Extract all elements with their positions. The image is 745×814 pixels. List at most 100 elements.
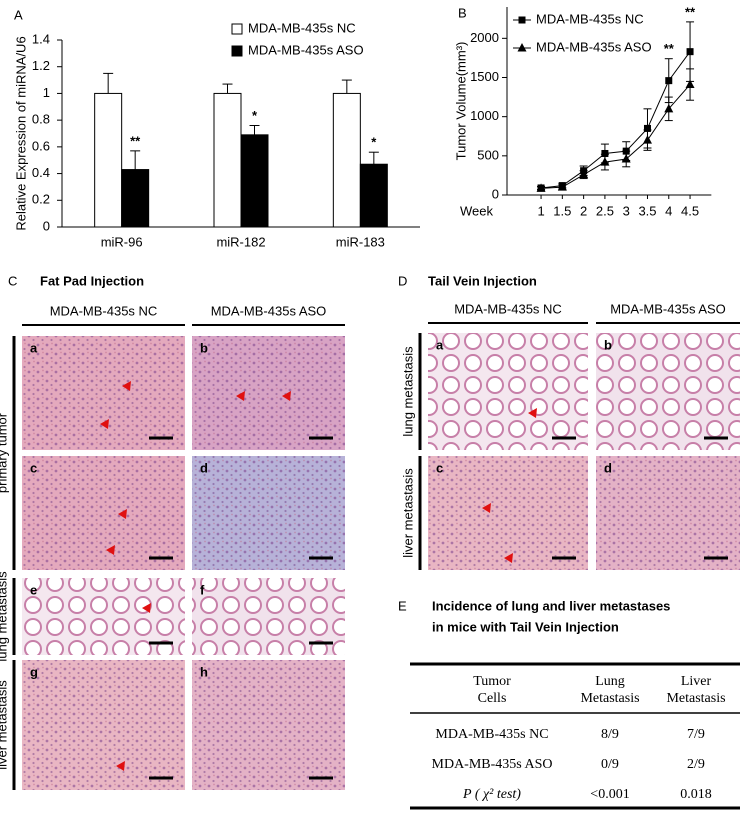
column-header: MDA-MB-435s NC [454, 301, 562, 316]
image-letter: d [200, 460, 208, 475]
x-tick-label: 1.5 [553, 203, 571, 218]
image-letter: b [604, 337, 612, 352]
y-tick-label: 1.2 [32, 58, 50, 73]
table-title: in mice with Tail Vein Injection [432, 619, 619, 634]
marker [686, 48, 694, 56]
arrow-marker [142, 603, 151, 613]
table-header: Cells [478, 691, 507, 706]
table-header: Metastasis [580, 691, 639, 706]
significance: * [252, 108, 258, 123]
histology-texture [192, 660, 345, 790]
legend-label: MDA-MB-435s ASO [536, 39, 652, 54]
image-letter: a [436, 337, 444, 352]
bar [94, 92, 123, 228]
line [541, 84, 691, 189]
marker [665, 77, 673, 85]
marker [579, 169, 589, 179]
arrow-marker [122, 381, 131, 391]
table-title: Incidence of lung and liver metastases [432, 598, 670, 613]
column-header: MDA-MB-435s NC [50, 303, 158, 318]
legend-swatch [231, 45, 243, 57]
marker [643, 124, 651, 132]
y-tick-label: 0.6 [32, 138, 50, 153]
row-group-label: liver metastasis [0, 680, 9, 770]
line [541, 51, 691, 189]
legend-marker [517, 43, 527, 52]
y-tick-label: 2000 [470, 30, 499, 45]
table-cell: 0/9 [601, 757, 619, 772]
marker [664, 103, 674, 113]
legend-label: MDA-MB-435s NC [248, 20, 356, 35]
y-tick-label: 0.2 [32, 192, 50, 207]
histology-texture [596, 456, 740, 570]
histology-texture [596, 333, 740, 450]
image-letter: c [436, 460, 443, 475]
image-letter: b [200, 340, 208, 355]
bar [121, 169, 150, 228]
histology-texture [192, 336, 345, 450]
x-tick-label: 2 [580, 203, 587, 218]
panel-title: Fat Pad Injection [40, 273, 144, 288]
x-tick-label: 2.5 [596, 203, 614, 218]
row-group-label: lung metastasis [0, 571, 9, 662]
table-cell: 8/9 [601, 727, 619, 742]
table-cell: P ( χ² test) [462, 787, 521, 802]
y-tick-label: 0.8 [32, 112, 50, 127]
x-tick-label: 1 [537, 203, 544, 218]
arrow-marker [236, 391, 245, 401]
legend-marker [518, 16, 526, 24]
bar [240, 134, 269, 228]
image-letter: e [30, 582, 37, 597]
marker [642, 135, 652, 144]
histology-texture [22, 660, 185, 790]
table-cell: MDA-MB-435s ASO [432, 757, 553, 772]
x-tick-label: 4.5 [681, 203, 699, 218]
histology-texture [428, 333, 588, 450]
image-letter: h [200, 664, 208, 679]
y-tick-label: 0 [43, 218, 50, 233]
table-cell: MDA-MB-435s NC [435, 727, 548, 742]
panel-title: Tail Vein Injection [428, 273, 537, 288]
y-tick-label: 1.4 [32, 31, 50, 46]
significance: ** [664, 41, 675, 56]
marker [600, 157, 610, 166]
arrow-marker [282, 391, 291, 401]
arrow-marker [482, 503, 491, 513]
marker [685, 79, 695, 89]
image-letter: c [30, 460, 37, 475]
table-cell: 7/9 [687, 727, 705, 742]
table-cell: <0.001 [590, 787, 629, 802]
x-tick-label: miR-96 [101, 234, 143, 249]
significance: * [371, 135, 377, 150]
arrow-marker [106, 545, 115, 555]
arrow-marker [504, 553, 513, 563]
y-axis-label: Relative Expression of miRNA/U6 [13, 36, 28, 230]
legend-label: MDA-MB-435s NC [536, 11, 644, 26]
table-header: Metastasis [666, 691, 725, 706]
bar [332, 92, 361, 228]
y-tick-label: 1500 [470, 69, 499, 84]
x-tick-label: 3 [623, 203, 630, 218]
y-tick-label: 0 [492, 186, 499, 201]
panel-label: C [8, 273, 17, 288]
marker [621, 153, 631, 163]
arrow-marker [118, 509, 127, 519]
y-tick-label: 500 [477, 147, 499, 162]
x-tick-label: miR-183 [336, 234, 385, 249]
table-cell: 2/9 [687, 757, 705, 772]
histology-texture [428, 456, 588, 570]
marker [601, 149, 609, 157]
arrow-marker [116, 761, 125, 771]
row-group-label: lung metastasis [400, 346, 415, 437]
row-group-label: primary tumor [0, 412, 9, 493]
legend-label: MDA-MB-435s ASO [248, 42, 364, 57]
bar [213, 92, 242, 228]
x-tick-label: 4 [665, 203, 672, 218]
arrow-marker [100, 419, 109, 429]
y-tick-label: 0.4 [32, 165, 50, 180]
histology-texture [22, 456, 185, 570]
marker [536, 183, 546, 192]
panel-label: B [458, 5, 467, 20]
marker [557, 182, 567, 191]
